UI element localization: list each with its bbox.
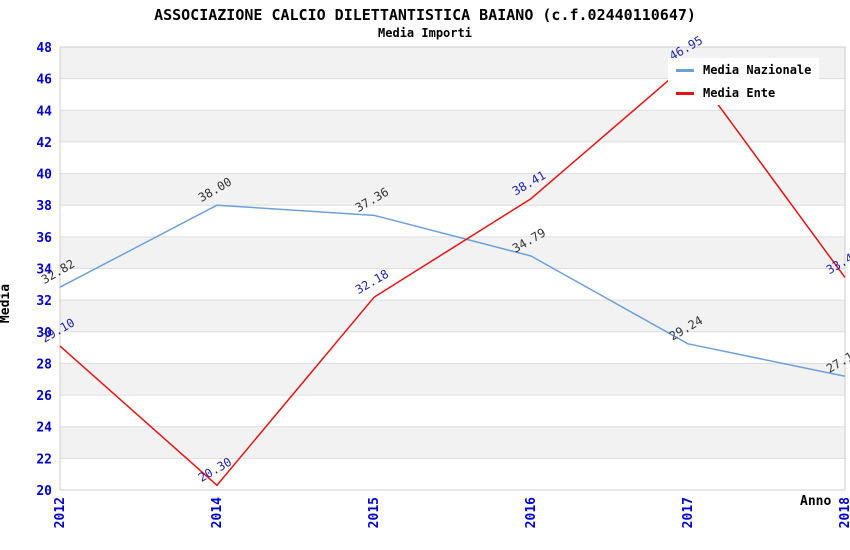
y-tick-label: 28: [36, 357, 52, 372]
y-axis-title: Media: [0, 283, 14, 324]
plot-band: [60, 458, 845, 490]
legend-swatch: [676, 68, 694, 72]
x-tick-label: 2012: [53, 497, 68, 528]
chart-legend: Media Nazionale Media Ente: [668, 58, 820, 105]
x-axis-title: Anno: [800, 494, 832, 509]
y-tick-label: 26: [36, 389, 52, 404]
plot-band: [60, 205, 845, 237]
y-tick-label: 42: [36, 136, 52, 151]
plot-band: [60, 331, 845, 364]
chart-subtitle: Media Importi: [378, 26, 472, 40]
plot-band: [60, 426, 845, 459]
y-tick-label: 32: [36, 294, 52, 309]
plot-band: [60, 363, 845, 396]
x-tick-label: 2016: [524, 497, 539, 528]
plot-band: [60, 300, 845, 332]
y-tick-label: 44: [36, 104, 52, 119]
x-tick-label: 2018: [838, 497, 850, 528]
plot-band: [60, 268, 845, 301]
legend-swatch: [676, 91, 694, 95]
chart-title: ASSOCIAZIONE CALCIO DILETTANTISTICA BAIA…: [154, 6, 696, 24]
plot-band: [60, 395, 845, 427]
plot-band: [60, 236, 845, 269]
y-tick-label: 40: [36, 168, 52, 183]
y-tick-label: 46: [36, 73, 52, 88]
legend-entry-media-nazionale: Media Nazionale: [674, 62, 814, 78]
y-tick-label: 34: [36, 263, 52, 278]
y-tick-label: 24: [36, 421, 52, 436]
plot-band: [60, 173, 845, 206]
legend-label: Media Ente: [703, 86, 776, 100]
y-tick-label: 36: [36, 231, 52, 246]
legend-entry-media-ente: Media Ente: [674, 85, 814, 101]
x-tick-label: 2017: [681, 497, 696, 528]
y-tick-label: 22: [36, 452, 52, 467]
legend-label: Media Nazionale: [703, 63, 812, 77]
y-tick-label: 20: [36, 484, 52, 499]
y-tick-label: 30: [36, 326, 52, 341]
x-tick-label: 2015: [367, 497, 382, 528]
series-line-media-nazionale: [59, 204, 846, 377]
x-tick-label: 2014: [210, 497, 225, 528]
plot-band: [60, 141, 845, 174]
plot-band: [60, 110, 845, 142]
y-tick-label: 48: [36, 41, 52, 56]
y-tick-label: 38: [36, 199, 52, 214]
plot-border: [59, 46, 846, 491]
